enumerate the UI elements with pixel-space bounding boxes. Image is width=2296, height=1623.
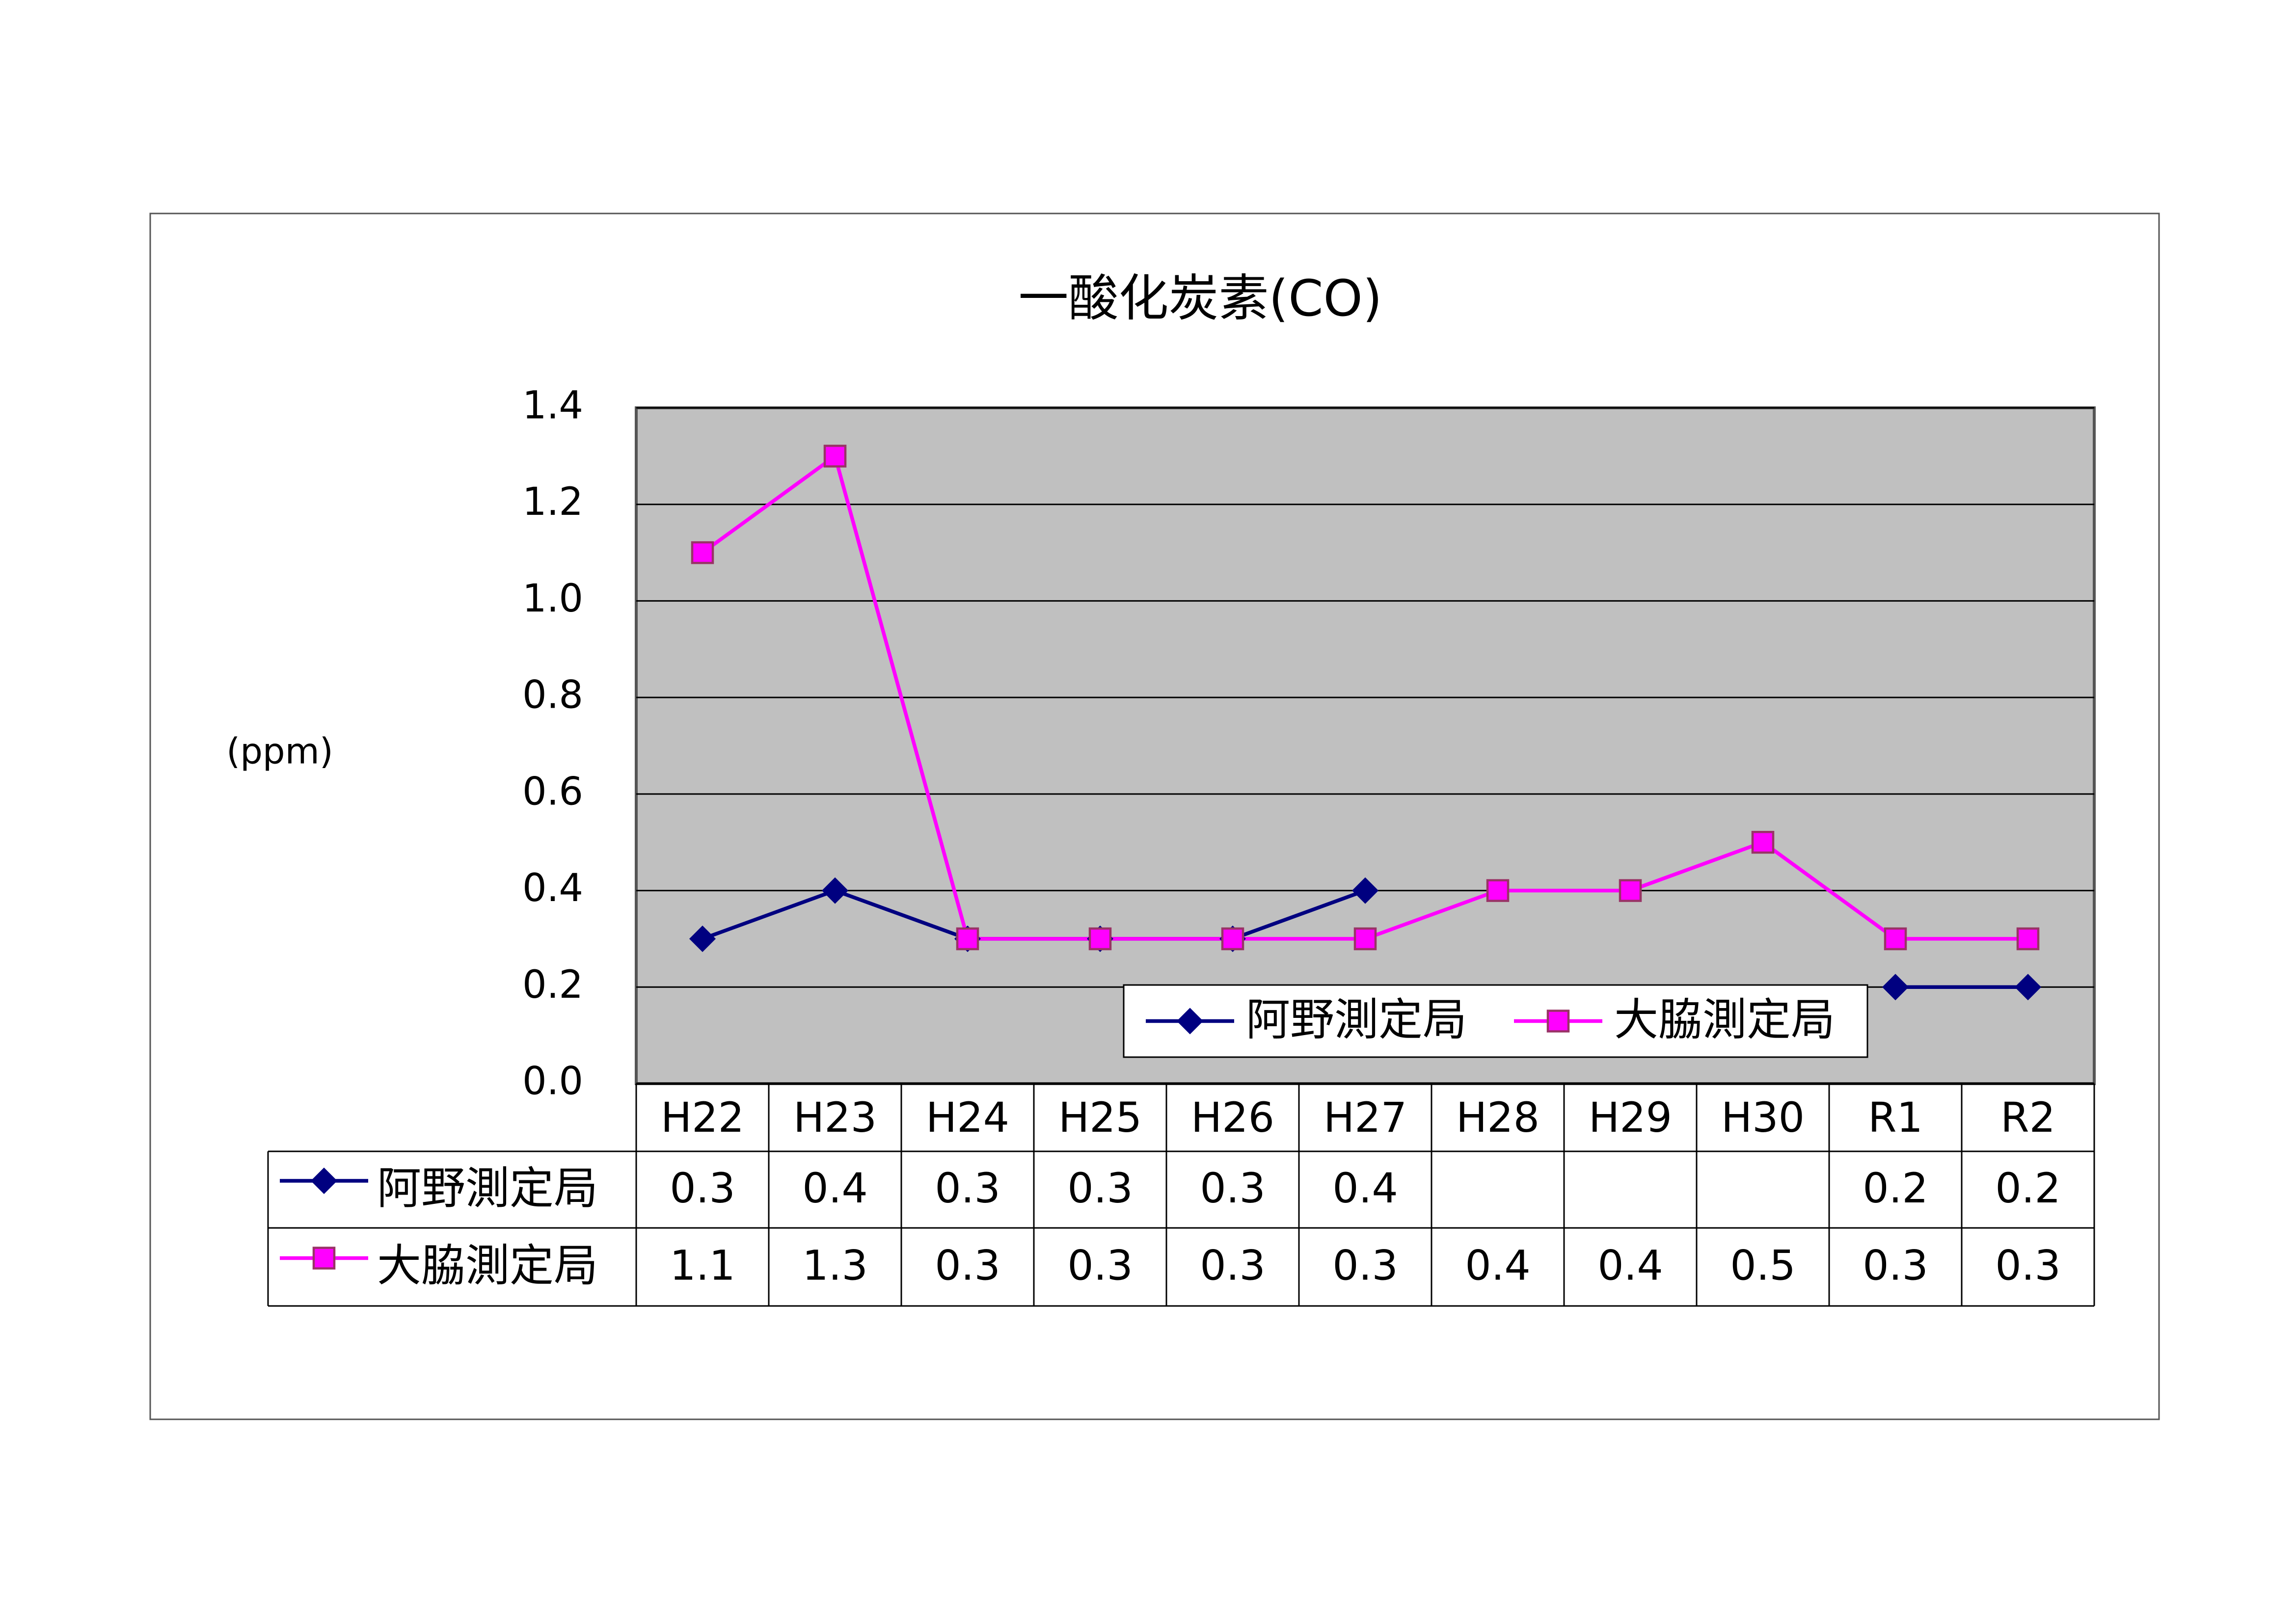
x-tick-label: H29 xyxy=(1589,1093,1672,1142)
square-marker xyxy=(1884,927,1907,951)
x-tick-label: R1 xyxy=(1868,1093,1923,1142)
table-value: 0.3 xyxy=(1995,1241,2061,1289)
x-tick-label: H26 xyxy=(1191,1093,1274,1142)
table-value: 1.1 xyxy=(670,1241,735,1289)
x-tick-label: R2 xyxy=(2000,1093,2055,1142)
diamond-marker xyxy=(1352,877,1378,904)
y-tick-label: 0.2 xyxy=(522,963,583,1007)
x-tick-label: H25 xyxy=(1058,1093,1142,1142)
table-value: 0.3 xyxy=(1200,1241,1266,1289)
table-value: 0.3 xyxy=(935,1241,1000,1289)
square-marker xyxy=(312,1247,336,1270)
square-marker xyxy=(956,927,979,951)
square-marker xyxy=(1088,927,1112,951)
square-marker xyxy=(1619,879,1642,902)
table-value: 0.2 xyxy=(1995,1164,2061,1212)
x-tick-label: H23 xyxy=(793,1093,877,1142)
diamond-marker xyxy=(689,925,716,952)
diamond-marker xyxy=(1177,1008,1203,1035)
plot-area xyxy=(635,406,2096,1086)
y-tick-label: 1.4 xyxy=(522,383,583,427)
y-tick-label: 0.4 xyxy=(522,866,583,910)
diamond-marker xyxy=(822,877,848,904)
x-tick-label: H28 xyxy=(1456,1093,1540,1142)
table-value: 0.3 xyxy=(1200,1164,1266,1212)
table-value: 0.3 xyxy=(670,1164,735,1212)
table-value: 0.4 xyxy=(1332,1164,1398,1212)
table-value: 0.4 xyxy=(802,1164,868,1212)
y-tick-label: 1.0 xyxy=(522,577,583,621)
square-marker xyxy=(1751,830,1775,854)
table-value: 0.3 xyxy=(1067,1164,1133,1212)
table-value: 0.3 xyxy=(1067,1241,1133,1289)
square-marker xyxy=(691,541,714,564)
y-tick-label: 0.8 xyxy=(522,673,583,718)
y-tick-label: 0.6 xyxy=(522,770,583,814)
y-tick-label: 0.0 xyxy=(522,1059,583,1103)
square-marker xyxy=(823,445,847,468)
legend-box xyxy=(1123,984,1868,1058)
x-tick-label: H22 xyxy=(661,1093,744,1142)
y-tick-label: 1.2 xyxy=(522,480,583,524)
table-value: 1.3 xyxy=(802,1241,868,1289)
table-value: 0.3 xyxy=(1332,1241,1398,1289)
x-tick-label: H27 xyxy=(1324,1093,1407,1142)
x-tick-label: H30 xyxy=(1721,1093,1805,1142)
legend-label: 阿野測定局 xyxy=(1246,994,1467,1045)
legend-label: 大脇測定局 xyxy=(1614,994,1835,1045)
square-marker xyxy=(1546,1010,1570,1033)
diamond-marker xyxy=(311,1168,337,1195)
table-value: 0.4 xyxy=(1465,1241,1531,1289)
chart-title: 一酸化炭素(CO) xyxy=(1018,269,1382,328)
table-value: 0.3 xyxy=(1863,1241,1928,1289)
square-marker xyxy=(1221,927,1244,951)
table-value: 0.2 xyxy=(1863,1164,1928,1212)
table-value: 0.3 xyxy=(935,1164,1000,1212)
square-marker xyxy=(2016,927,2040,951)
y-axis-label: (ppm) xyxy=(226,731,333,772)
diamond-marker xyxy=(2015,974,2041,1001)
table-value: 0.4 xyxy=(1597,1241,1663,1289)
table-row-label: 大脇測定局 xyxy=(377,1240,598,1291)
diamond-marker xyxy=(1882,974,1909,1001)
table-value: 0.5 xyxy=(1730,1241,1796,1289)
x-tick-label: H24 xyxy=(926,1093,1009,1142)
square-marker xyxy=(1486,879,1510,902)
table-row-label: 阿野測定局 xyxy=(377,1163,598,1214)
square-marker xyxy=(1353,927,1377,951)
